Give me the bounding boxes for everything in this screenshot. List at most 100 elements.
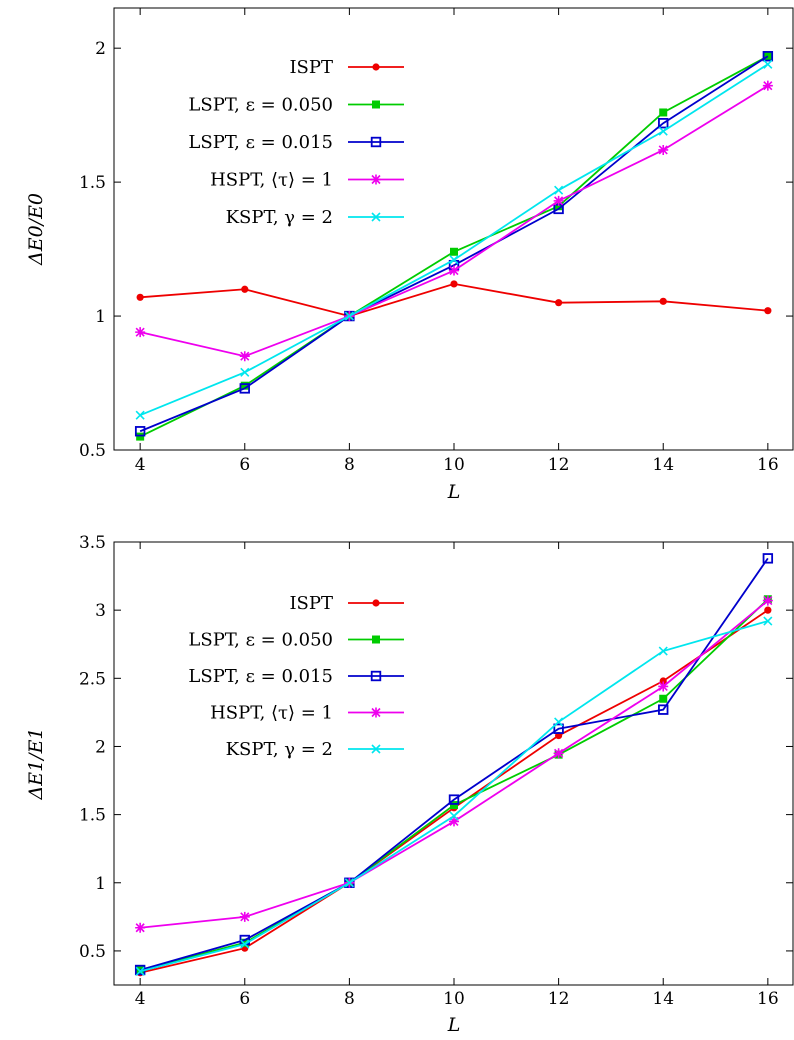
x-tick-label: 10: [443, 455, 465, 475]
data-point: [658, 704, 669, 715]
y-tick-label: 1.5: [79, 806, 106, 826]
series-line: [140, 282, 768, 317]
legend-marker: [370, 136, 382, 148]
data-point: [241, 285, 249, 293]
data-point: [659, 108, 668, 117]
data-point: [449, 265, 459, 276]
data-point: [450, 801, 458, 810]
legend-label: ISPT: [289, 57, 333, 78]
series-1-lspt-0-050: [136, 595, 772, 975]
data-point: [553, 723, 564, 734]
data-point: [450, 280, 458, 288]
data-point: [658, 117, 669, 129]
data-point: [555, 299, 563, 307]
data-point: [764, 606, 772, 614]
y-tick-label: 1: [95, 307, 106, 327]
x-tick-label: 14: [652, 455, 674, 475]
legend-marker: [372, 599, 380, 607]
data-point: [554, 202, 563, 211]
y-tick-label: 3.5: [79, 533, 106, 553]
legend-entry: LSPT, ε = 0.015: [188, 132, 404, 153]
data-point: [240, 367, 250, 377]
legend-marker: [370, 670, 382, 682]
y-axis-title: ΔE1/E1: [25, 727, 47, 800]
legend-entry: HSPT, ⟨τ⟩ = 1: [210, 703, 404, 724]
data-point: [239, 351, 250, 362]
series-3-hspt-1: [135, 80, 773, 362]
data-point: [135, 410, 145, 420]
data-point: [658, 144, 669, 155]
data-point: [658, 126, 668, 136]
legend: ISPT LSPT, ε = 0.050 LSPT, ε = 0.015 HSPT, …: [188, 593, 404, 760]
x-axis-title: L: [447, 481, 461, 503]
series-4-kspt-2: [135, 59, 773, 420]
x-tick-label: 10: [443, 989, 465, 1009]
legend-label: HSPT, ⟨τ⟩ = 1: [210, 170, 333, 191]
legend-marker: [372, 100, 380, 109]
data-point: [134, 426, 146, 437]
legend-marker: [372, 63, 380, 71]
series-0-ispt: [136, 280, 772, 320]
legend-entry: LSPT, ε = 0.050: [188, 95, 404, 116]
data-point: [344, 878, 354, 888]
y-tick-label: 2: [95, 39, 106, 59]
data-point: [762, 51, 774, 62]
data-point: [135, 327, 146, 338]
legend-entry: LSPT, ε = 0.015: [188, 666, 404, 687]
data-point: [763, 59, 773, 69]
data-point: [448, 794, 460, 805]
x-tick-label: 6: [239, 455, 250, 475]
legend: ISPT LSPT, ε = 0.050 LSPT, ε = 0.015 HSPT, …: [188, 57, 404, 228]
x-tick-label: 16: [757, 989, 779, 1009]
data-point: [554, 185, 564, 195]
y-tick-label: 2: [95, 737, 106, 757]
legend-entry: HSPT, ⟨τ⟩ = 1: [210, 170, 404, 191]
y-tick-label: 2.5: [79, 669, 106, 689]
y-tick-label: 0.5: [79, 942, 106, 962]
data-point: [135, 966, 145, 976]
legend-marker: [372, 635, 380, 644]
series-line: [139, 557, 769, 971]
data-point: [764, 307, 772, 315]
legend-marker: [371, 174, 381, 185]
data-point: [449, 811, 459, 821]
data-point: [449, 255, 459, 265]
legend-label: LSPT, ε = 0.015: [188, 132, 333, 153]
legend-label: LSPT, ε = 0.015: [188, 666, 333, 687]
plot-frame: [113, 541, 794, 986]
data-point: [658, 681, 669, 692]
series-line: [139, 55, 769, 433]
x-tick-label: 8: [344, 989, 355, 1009]
x-tick-label: 12: [548, 455, 570, 475]
data-point: [136, 432, 145, 441]
legend-label: KSPT, γ = 2: [226, 207, 333, 228]
data-point: [658, 646, 668, 656]
data-point: [659, 677, 667, 685]
data-point: [553, 195, 564, 206]
data-point: [659, 297, 667, 305]
data-point: [450, 247, 458, 256]
legend-marker: [371, 744, 381, 754]
legend-label: LSPT, ε = 0.050: [188, 95, 333, 116]
data-point: [240, 938, 249, 947]
data-point: [240, 381, 249, 390]
data-point: [762, 553, 774, 564]
legend-label: KSPT, γ = 2: [226, 739, 333, 760]
x-tick-label: 16: [757, 455, 779, 475]
y-axis-title: ΔE0/E0: [25, 193, 47, 266]
series-4-kspt-2: [135, 616, 773, 976]
legend-marker: [371, 707, 381, 718]
y-tick-label: 0.5: [79, 441, 106, 461]
chart-panel-1: 4 6 8 10 12 14 16 0.5 1 1.5 2 L ΔE0/E0 ISPT LSPT, ε = …: [25, 7, 794, 503]
x-tick-label: 6: [239, 989, 250, 1009]
data-point: [344, 311, 354, 321]
data-point: [553, 748, 564, 759]
y-tick-label: 3: [95, 601, 106, 621]
data-point: [659, 694, 668, 703]
legend-marker: [371, 212, 381, 222]
legend-label: ISPT: [289, 593, 333, 614]
legend-entry: KSPT, γ = 2: [226, 207, 404, 228]
legend-entry: LSPT, ε = 0.050: [188, 630, 404, 651]
